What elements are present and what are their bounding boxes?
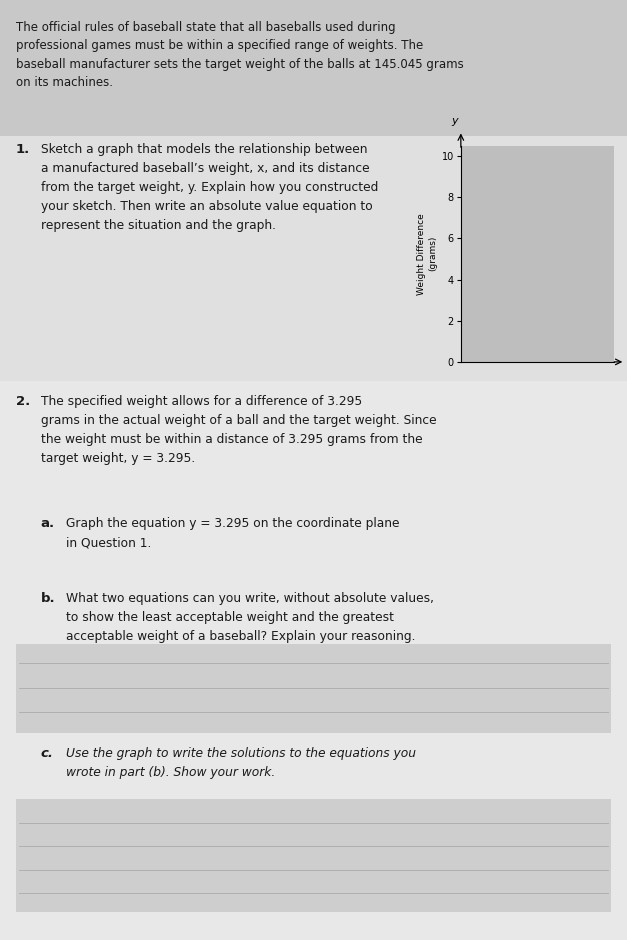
Text: y: y [451, 117, 458, 126]
Text: 1.: 1. [16, 143, 30, 156]
Text: b.: b. [41, 592, 55, 605]
Text: What two equations can you write, without absolute values,
to show the least acc: What two equations can you write, withou… [66, 592, 434, 643]
Y-axis label: Weight Difference
(grams): Weight Difference (grams) [417, 213, 438, 294]
Text: Sketch a graph that models the relationship between
a manufactured baseball’s we: Sketch a graph that models the relations… [41, 143, 378, 232]
FancyBboxPatch shape [0, 136, 627, 381]
FancyBboxPatch shape [0, 0, 627, 136]
Text: The specified weight allows for a difference of 3.295
grams in the actual weight: The specified weight allows for a differ… [41, 395, 436, 464]
Text: 2.: 2. [16, 395, 30, 408]
Text: a.: a. [41, 517, 55, 530]
Text: c.: c. [41, 747, 54, 760]
Text: Graph the equation y = 3.295 on the coordinate plane
in Question 1.: Graph the equation y = 3.295 on the coor… [66, 517, 399, 549]
Text: The official rules of baseball state that all baseballs used during
professional: The official rules of baseball state tha… [16, 21, 463, 89]
FancyBboxPatch shape [16, 799, 611, 912]
Text: Use the graph to write the solutions to the equations you
wrote in part (b). Sho: Use the graph to write the solutions to … [66, 747, 416, 779]
FancyBboxPatch shape [0, 381, 627, 940]
FancyBboxPatch shape [16, 644, 611, 733]
